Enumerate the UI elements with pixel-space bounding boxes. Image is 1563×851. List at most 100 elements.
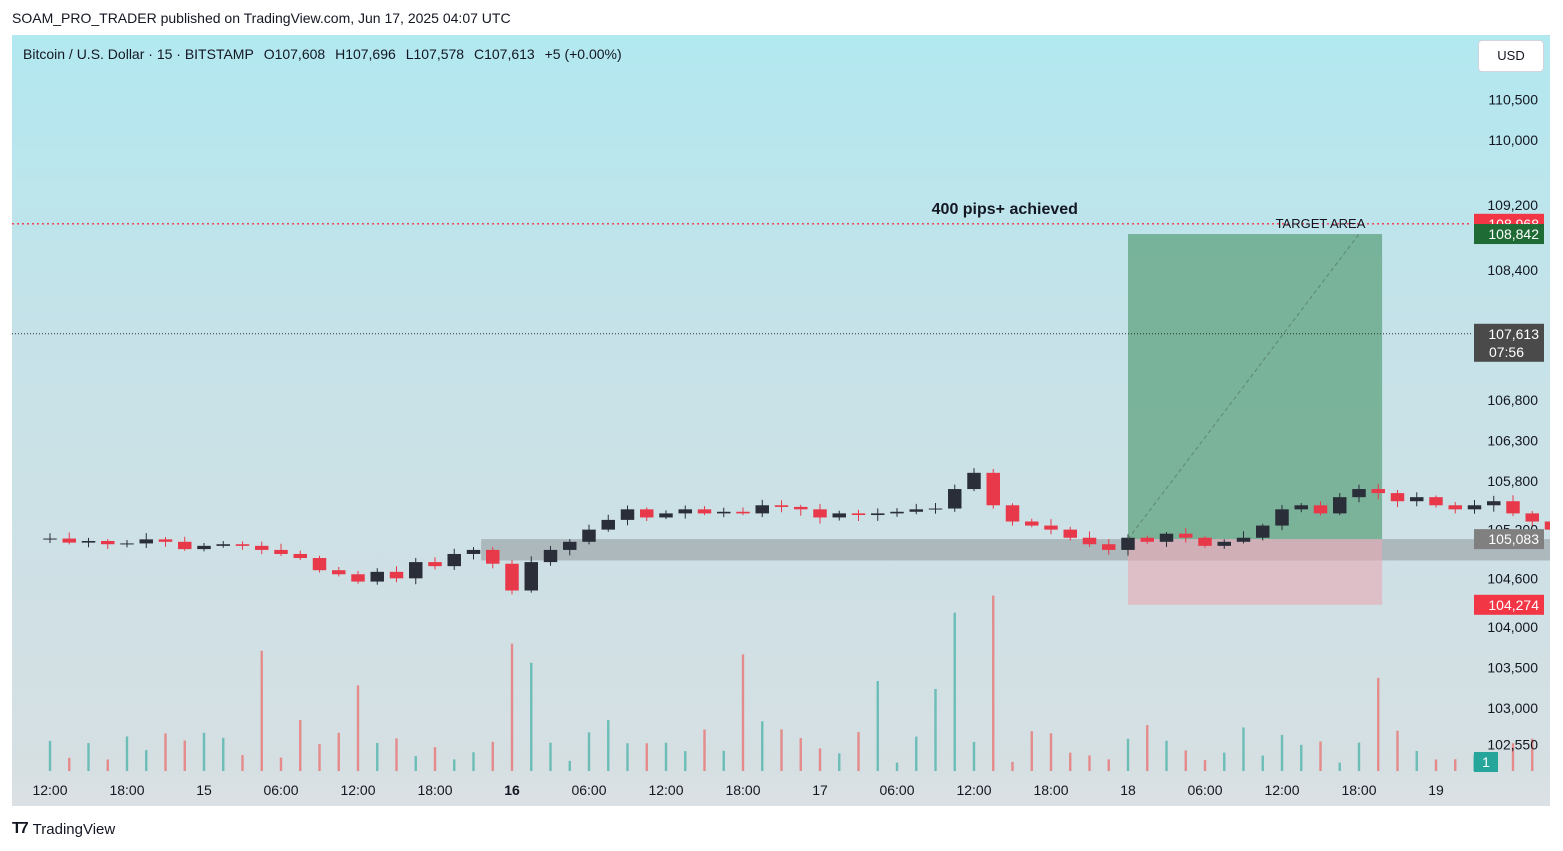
candle-body xyxy=(1410,497,1424,502)
candle-body xyxy=(409,562,423,579)
candle-body xyxy=(1217,541,1231,546)
y-tick-label: 105,800 xyxy=(1487,473,1538,489)
x-tick-label: 12:00 xyxy=(1264,782,1299,798)
candle-body xyxy=(1159,533,1174,542)
x-tick-label: 12:00 xyxy=(648,782,683,798)
lots-badge-text: 1 xyxy=(1482,754,1490,770)
candle-body xyxy=(81,540,96,543)
candle-body xyxy=(1179,533,1193,538)
candle-body xyxy=(1063,529,1077,538)
candle-body xyxy=(101,540,115,545)
ohlc-open: O107,608 xyxy=(263,46,326,62)
candle-body xyxy=(293,553,307,559)
symbol-name[interactable]: Bitcoin / U.S. Dollar · 15 · BITSTAMP xyxy=(23,46,254,62)
candle-body xyxy=(158,539,173,542)
candle-body xyxy=(62,538,76,543)
volume-bar xyxy=(279,757,283,771)
volume-bar xyxy=(337,732,340,771)
candle-body xyxy=(505,563,519,591)
price-chart[interactable]: 400 pips+ achieved TARGET AREA 110,500 110,… xyxy=(12,35,1550,806)
volume-bar xyxy=(684,751,687,771)
x-tick-label: 18:00 xyxy=(109,782,144,798)
volume-bar xyxy=(433,747,437,771)
candle-body xyxy=(697,509,712,514)
volume-bar xyxy=(664,742,668,771)
volume-bar xyxy=(106,759,109,771)
price-label-text: 107,613 xyxy=(1488,326,1539,342)
support-zone xyxy=(481,539,1550,561)
candle-body xyxy=(659,513,673,518)
candle-body xyxy=(851,513,866,516)
volume-bar xyxy=(1377,677,1380,771)
projection-line xyxy=(1127,233,1360,540)
x-tick-label: 06:00 xyxy=(879,782,914,798)
candle-body xyxy=(755,505,769,514)
candle-body xyxy=(389,571,404,579)
volume-bar xyxy=(1319,741,1322,771)
candle-body xyxy=(620,509,635,520)
x-tick-label: 06:00 xyxy=(263,782,298,798)
candle-body xyxy=(1082,537,1097,545)
tradingview-logo-icon: T7 xyxy=(12,820,29,837)
volume-bar xyxy=(1030,731,1033,771)
candle-body xyxy=(640,509,654,518)
volume-bar xyxy=(1223,752,1226,771)
candle-body xyxy=(909,509,923,512)
volume-bar xyxy=(1107,759,1110,771)
lots-badge xyxy=(1474,752,1498,772)
ohlc-close: C107,613 xyxy=(473,46,535,62)
volume-bar xyxy=(1146,725,1149,771)
candle-body xyxy=(43,538,57,540)
candle-body xyxy=(1102,544,1116,550)
volume-bar xyxy=(376,742,379,771)
volume-bar xyxy=(1531,738,1534,771)
volume-bar xyxy=(780,729,783,771)
candle-body xyxy=(1005,505,1020,522)
y-tick-label: 110,500 xyxy=(1488,91,1538,107)
candle-body xyxy=(1390,493,1405,502)
publisher-line: SOAM_PRO_TRADER published on TradingView… xyxy=(12,10,511,26)
ohlc-high: H107,696 xyxy=(335,46,396,62)
candle-body xyxy=(928,508,943,510)
candle-body xyxy=(1140,537,1154,542)
candle-body xyxy=(582,529,596,542)
candle-body xyxy=(832,513,846,518)
y-tick-label: 110,000 xyxy=(1488,132,1538,148)
candle-body xyxy=(967,472,981,490)
volume-bar xyxy=(241,755,244,771)
volume-bar xyxy=(68,757,71,771)
tradingview-logo[interactable]: T7 TradingView xyxy=(12,820,115,838)
price-label-text: 105,083 xyxy=(1488,531,1539,547)
chart-panel[interactable]: 400 pips+ achieved TARGET AREA 110,500 110,… xyxy=(12,35,1550,806)
x-tick-label: 18 xyxy=(1120,782,1136,798)
candle-body xyxy=(332,570,346,575)
volume-bar xyxy=(761,721,764,771)
candle-body xyxy=(274,549,288,554)
volume-bar xyxy=(183,740,186,771)
price-label-box xyxy=(1474,529,1544,550)
x-tick-label: 17 xyxy=(812,782,828,798)
candle-body xyxy=(1352,489,1366,498)
volume-bar xyxy=(1454,759,1457,771)
volume-bar xyxy=(530,662,533,771)
volume-bar xyxy=(356,685,360,771)
volume-bar xyxy=(587,732,591,771)
price-label-box xyxy=(1474,224,1544,245)
volume-bar xyxy=(222,737,225,771)
volume-bar xyxy=(645,743,648,771)
candle-body xyxy=(774,505,789,507)
candle-body xyxy=(1429,497,1443,506)
volume-bar xyxy=(1069,752,1072,771)
x-tick-label: 18:00 xyxy=(1033,782,1068,798)
candle-body xyxy=(1448,505,1462,510)
candle-body xyxy=(1544,521,1550,530)
volume-bar xyxy=(1415,750,1418,771)
volume-bar xyxy=(915,736,918,771)
x-tick-label: 12:00 xyxy=(340,782,375,798)
volume-bar xyxy=(1396,730,1399,771)
candle-body xyxy=(524,562,538,591)
ohlc-low: L107,578 xyxy=(405,46,465,62)
candle-body xyxy=(601,519,615,530)
currency-button[interactable]: USD xyxy=(1478,40,1544,72)
candle-body xyxy=(1487,501,1501,506)
